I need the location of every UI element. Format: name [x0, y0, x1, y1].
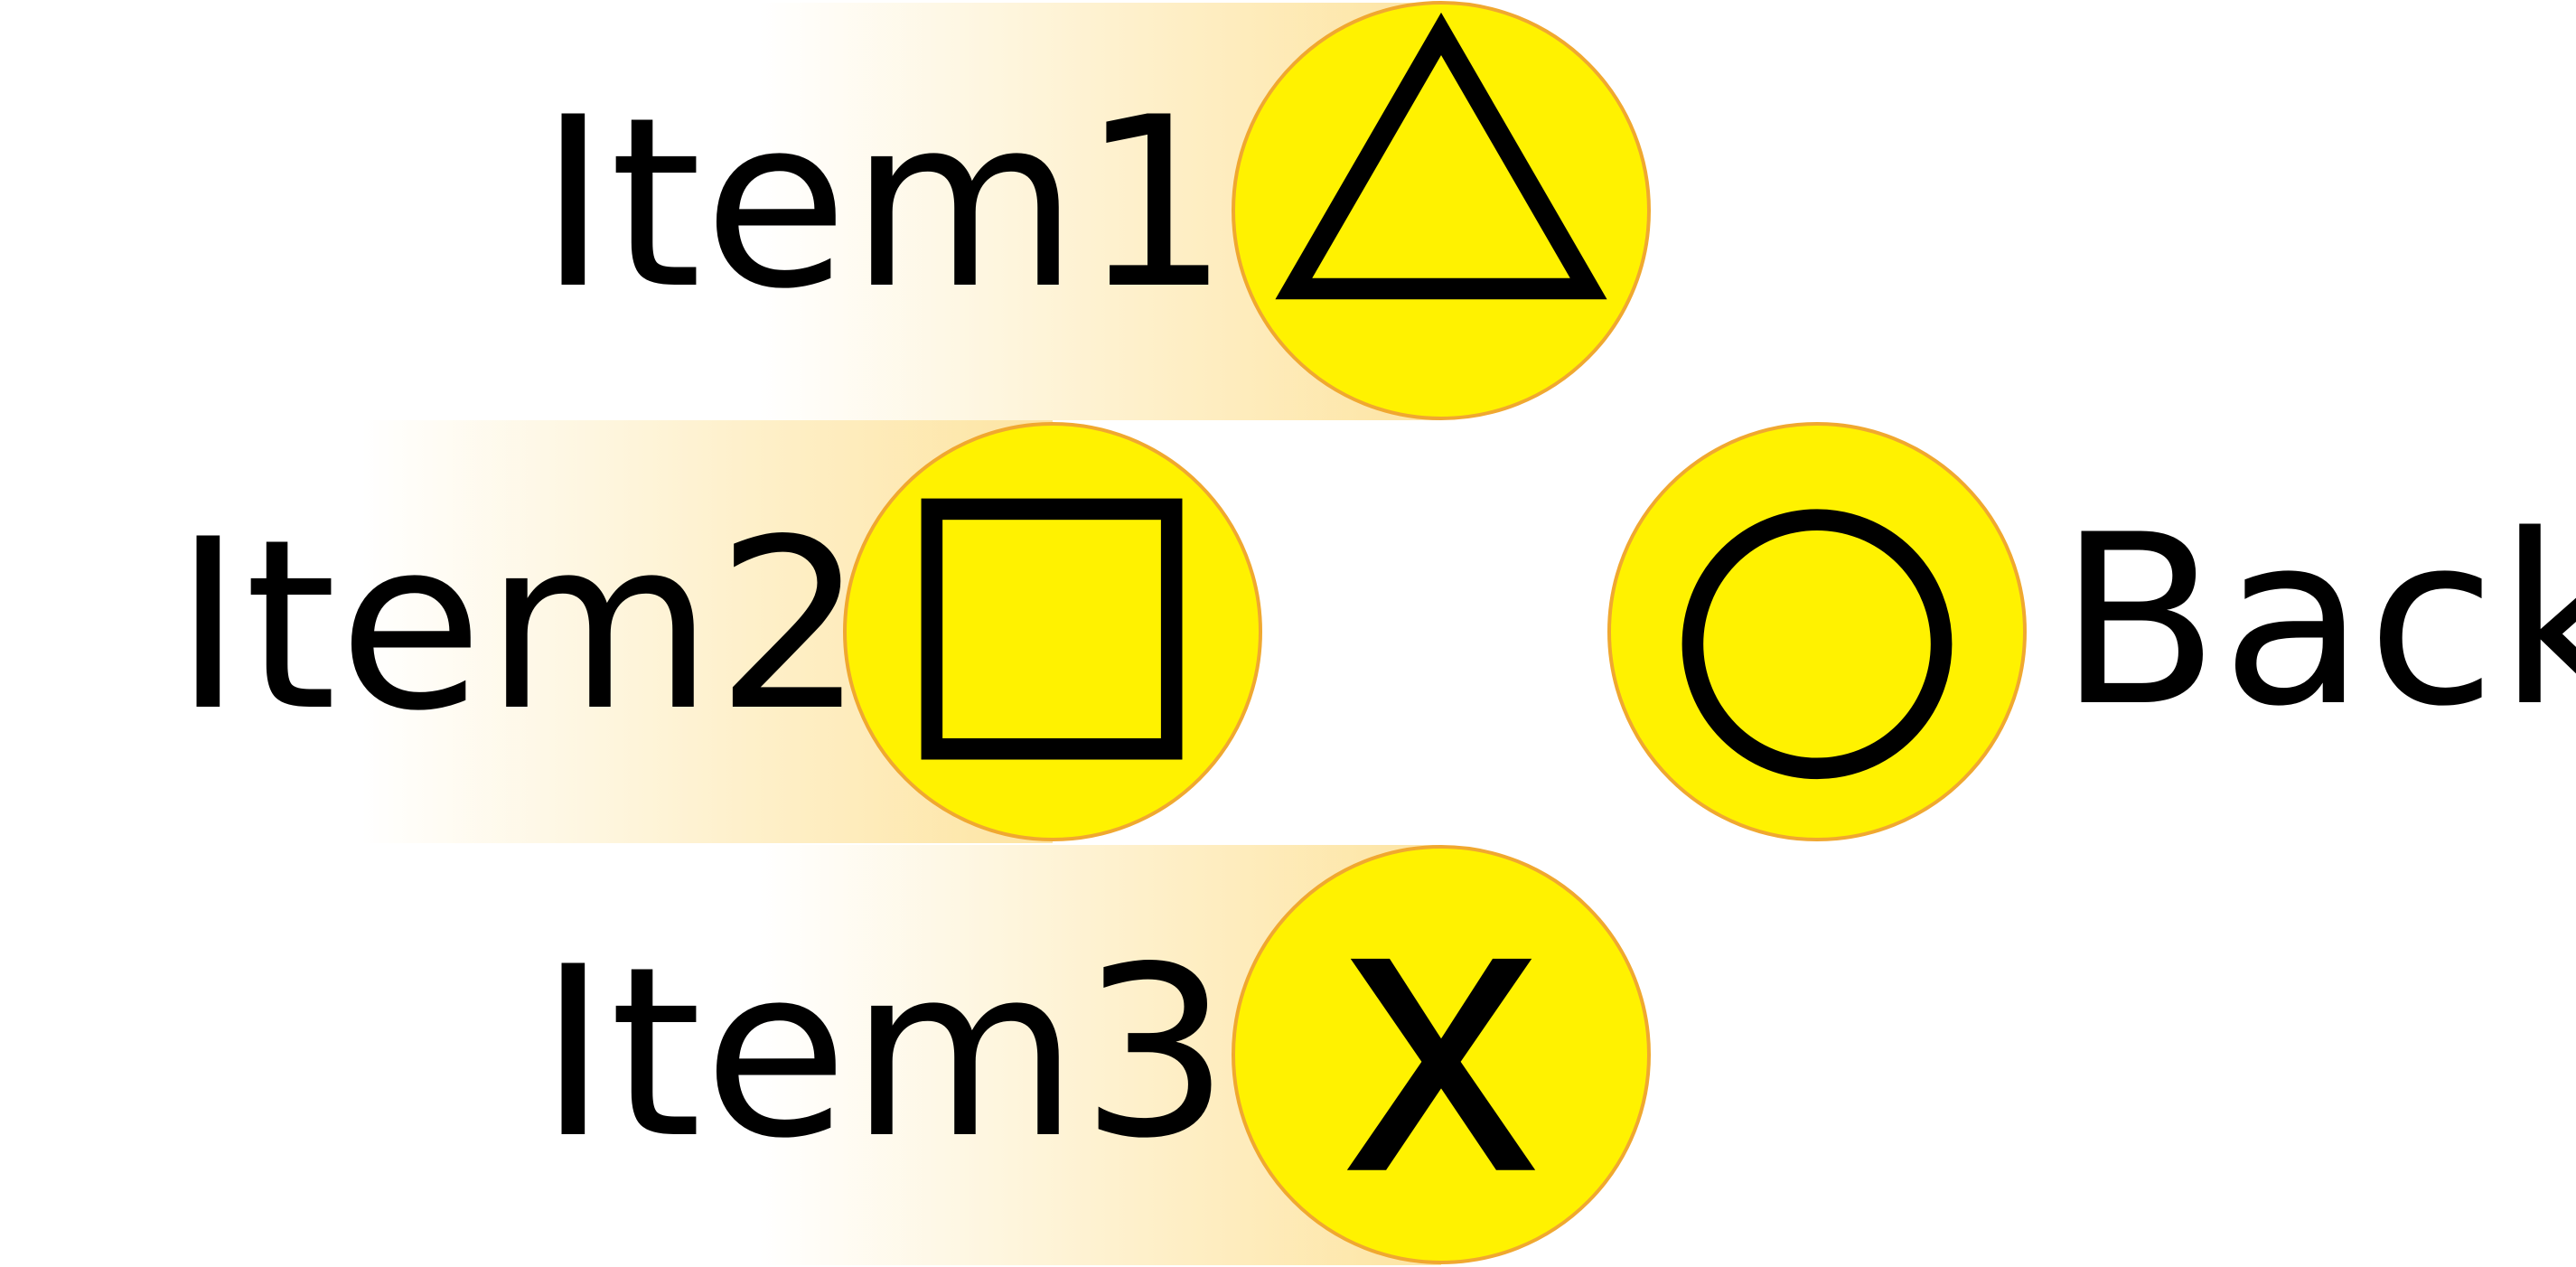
square-icon: [921, 498, 1183, 760]
circle-icon: [1681, 509, 1953, 780]
triangle-icon: [1275, 12, 1607, 300]
back-button[interactable]: [1607, 422, 2027, 841]
item1-label: Item1: [539, 68, 1232, 341]
item3-button[interactable]: [1232, 845, 1651, 1264]
back-label: Back: [2058, 485, 2576, 758]
item1-button[interactable]: [1232, 1, 1651, 420]
item3-label: Item3: [539, 917, 1232, 1190]
item2-button[interactable]: [843, 422, 1262, 841]
cross-icon: [1346, 958, 1536, 1170]
item2-label: Item2: [173, 490, 867, 763]
